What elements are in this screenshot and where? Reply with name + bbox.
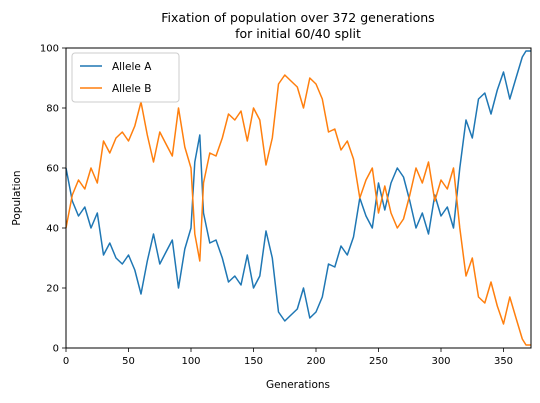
x-tick-label: 150 (244, 356, 263, 367)
legend-label-1: Allele A (112, 61, 152, 73)
plot-area (65, 50, 531, 346)
x-axis: 0 50 100 150 200 250 300 350 (63, 348, 513, 367)
x-tick-label: 0 (63, 356, 69, 367)
chart-title-line-2: for initial 60/40 split (235, 26, 361, 41)
series-line-1 (65, 50, 531, 322)
x-axis-label: Generations (266, 379, 330, 391)
y-tick-label: 40 (46, 224, 59, 235)
y-axis: 0 20 40 60 80 100 (40, 44, 66, 355)
series-line-2 (65, 74, 531, 346)
y-tick-label: 20 (46, 284, 59, 295)
chart-title: Fixation of population over 372 generati… (161, 10, 434, 41)
y-axis-label: Population (11, 170, 23, 225)
x-tick-label: 250 (369, 356, 388, 367)
x-tick-label: 300 (431, 356, 450, 367)
y-tick-label: 60 (46, 164, 59, 175)
legend-label-2: Allele B (112, 83, 151, 95)
x-tick-label: 100 (181, 356, 200, 367)
y-tick-label: 100 (40, 44, 59, 55)
x-tick-label: 50 (122, 356, 135, 367)
y-tick-label: 80 (46, 104, 59, 115)
y-tick-label: 0 (53, 344, 59, 355)
x-tick-label: 350 (494, 356, 513, 367)
legend: Allele A Allele B (71, 52, 180, 103)
chart-title-line-1: Fixation of population over 372 generati… (161, 10, 434, 25)
x-tick-label: 200 (306, 356, 325, 367)
plot-frame (65, 47, 532, 349)
